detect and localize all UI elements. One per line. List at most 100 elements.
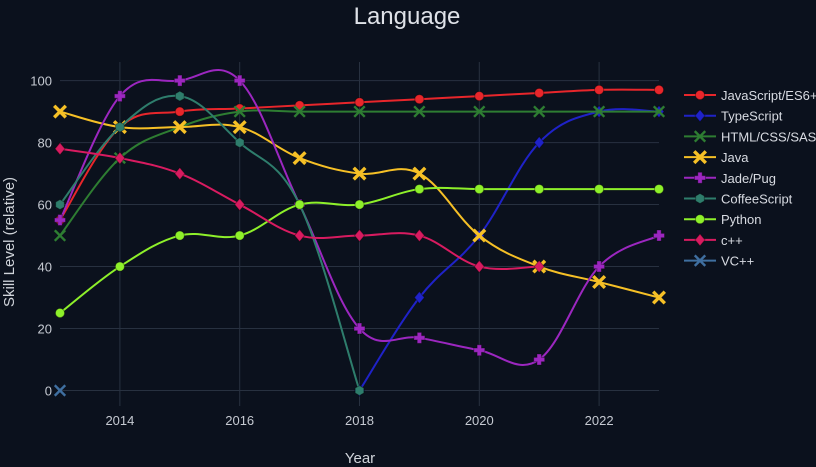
data-point bbox=[534, 183, 545, 195]
data-point bbox=[294, 199, 305, 210]
data-point bbox=[473, 344, 486, 357]
data-point bbox=[55, 198, 65, 211]
data-point bbox=[173, 74, 186, 87]
data-point bbox=[234, 136, 245, 149]
data-point bbox=[653, 229, 665, 242]
series-line bbox=[59, 69, 660, 366]
data-point bbox=[533, 353, 546, 366]
data-point bbox=[234, 197, 246, 212]
legend-item[interactable]: CoffeeScript bbox=[684, 192, 793, 207]
legend-marker-icon bbox=[692, 150, 708, 165]
data-point bbox=[474, 90, 485, 102]
y-tick-label: 40 bbox=[38, 260, 52, 275]
data-point bbox=[52, 104, 68, 119]
data-point bbox=[533, 259, 545, 274]
data-point bbox=[413, 331, 426, 344]
legend-marker-icon bbox=[694, 89, 706, 101]
legend-item[interactable]: Java bbox=[684, 150, 749, 165]
data-point bbox=[594, 183, 605, 195]
legend-marker-icon bbox=[694, 108, 706, 123]
data-point bbox=[54, 141, 66, 156]
y-tick-label: 80 bbox=[38, 136, 52, 151]
data-point bbox=[593, 260, 606, 273]
data-point bbox=[652, 105, 666, 118]
legend-label: CoffeeScript bbox=[721, 192, 793, 207]
series-html-css-sass bbox=[53, 105, 666, 242]
data-point bbox=[353, 228, 366, 243]
legend-label: Java bbox=[721, 150, 749, 165]
legend-item[interactable]: Jade/Pug bbox=[684, 171, 776, 186]
y-axis-title: Skill Level (relative) bbox=[1, 177, 18, 307]
x-axis-title: Year bbox=[345, 450, 375, 467]
y-tick-label: 0 bbox=[45, 384, 52, 399]
data-point bbox=[473, 259, 485, 274]
data-point bbox=[174, 230, 185, 241]
data-point bbox=[233, 105, 246, 118]
data-point bbox=[533, 105, 546, 118]
data-point bbox=[534, 87, 545, 99]
legend-item[interactable]: TypeScript bbox=[684, 109, 783, 124]
data-point bbox=[115, 121, 125, 133]
series-line bbox=[59, 109, 659, 237]
series-line bbox=[358, 108, 660, 392]
data-point bbox=[474, 183, 485, 195]
data-point bbox=[651, 290, 667, 305]
y-tick-label: 100 bbox=[30, 74, 52, 89]
legend-item[interactable]: Python bbox=[684, 212, 761, 227]
legend: JavaScript/ES6+ TypeScript HTML/CSS/SASS Ja… bbox=[684, 88, 816, 269]
data-point bbox=[293, 228, 306, 243]
data-point bbox=[653, 84, 665, 95]
legend-item[interactable]: VC++ bbox=[684, 254, 754, 269]
data-point bbox=[412, 166, 427, 181]
series-vc bbox=[53, 384, 67, 397]
x-tick-label: 2020 bbox=[465, 413, 494, 428]
data-point bbox=[172, 120, 187, 135]
data-point bbox=[293, 105, 306, 118]
data-point bbox=[354, 384, 365, 397]
x-axis-ticks: 2014 2016 2018 2020 2022 bbox=[105, 413, 613, 428]
y-tick-label: 60 bbox=[38, 198, 52, 213]
series-line bbox=[59, 186, 659, 314]
data-point bbox=[53, 384, 67, 397]
x-tick-label: 2022 bbox=[585, 413, 614, 428]
legend-label: HTML/CSS/SASS bbox=[721, 129, 816, 144]
legend-label: VC++ bbox=[721, 254, 754, 269]
y-tick-label: 20 bbox=[38, 322, 52, 337]
data-point bbox=[53, 229, 67, 242]
data-point bbox=[113, 90, 126, 103]
data-point bbox=[472, 228, 487, 243]
x-tick-label: 2014 bbox=[105, 413, 134, 428]
data-point bbox=[592, 275, 607, 290]
data-point bbox=[352, 166, 367, 181]
x-tick-label: 2018 bbox=[345, 413, 374, 428]
legend-label: Python bbox=[721, 212, 761, 227]
series-python bbox=[54, 183, 665, 319]
series-c bbox=[54, 141, 545, 274]
data-point bbox=[413, 228, 426, 243]
legend-item[interactable]: c++ bbox=[684, 233, 743, 248]
data-point bbox=[54, 307, 66, 319]
legend-marker-icon bbox=[694, 233, 706, 247]
data-point bbox=[353, 322, 366, 335]
legend-label: JavaScript/ES6+ bbox=[721, 88, 816, 103]
series-line bbox=[59, 94, 361, 391]
data-point bbox=[353, 105, 366, 118]
data-point bbox=[174, 90, 185, 102]
series-jade-pug bbox=[54, 69, 665, 366]
x-tick-label: 2016 bbox=[225, 413, 254, 428]
legend-item[interactable]: JavaScript/ES6+ bbox=[684, 88, 816, 103]
data-point bbox=[354, 199, 365, 210]
legend-marker-icon bbox=[693, 254, 707, 267]
data-point bbox=[232, 120, 247, 135]
data-point bbox=[414, 183, 425, 195]
data-point bbox=[233, 74, 246, 87]
data-point bbox=[413, 290, 426, 305]
legend-item[interactable]: HTML/CSS/SASS bbox=[684, 129, 816, 144]
data-point bbox=[594, 84, 605, 95]
data-point bbox=[174, 166, 186, 181]
series-line bbox=[59, 88, 660, 221]
data-point bbox=[473, 105, 486, 118]
data-point bbox=[413, 105, 426, 118]
legend-label: Jade/Pug bbox=[721, 171, 776, 186]
